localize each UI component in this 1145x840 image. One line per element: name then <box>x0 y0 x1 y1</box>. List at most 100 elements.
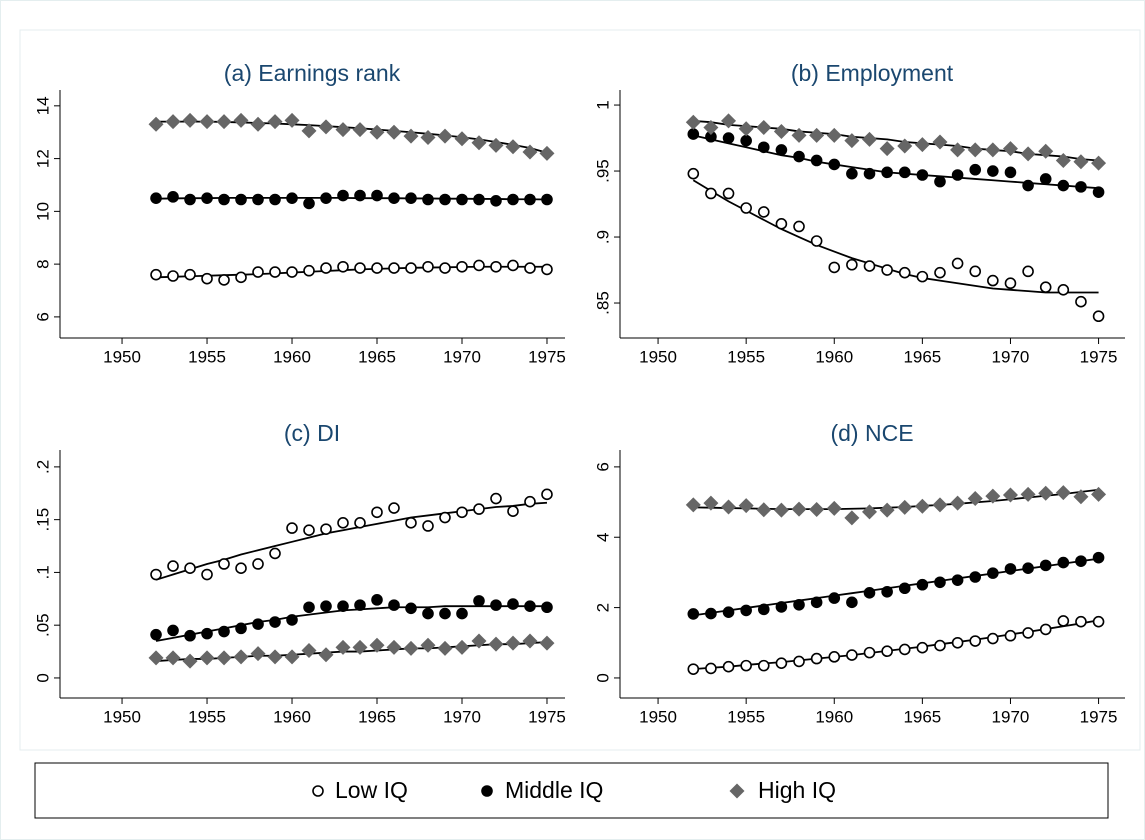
point <box>218 625 230 638</box>
point <box>1039 281 1052 293</box>
point <box>420 637 436 653</box>
point <box>165 114 181 130</box>
point <box>386 124 402 140</box>
point <box>167 191 179 203</box>
point <box>201 568 213 581</box>
point <box>286 522 298 534</box>
point <box>507 598 519 610</box>
point <box>182 653 198 669</box>
point <box>1075 555 1087 567</box>
point <box>809 501 825 517</box>
point <box>471 135 487 151</box>
y-tick-label: .2 <box>33 460 52 474</box>
point <box>793 598 805 611</box>
point <box>454 639 470 655</box>
point <box>810 652 823 665</box>
point <box>846 596 858 609</box>
point <box>1004 277 1017 290</box>
x-tick-label: 1975 <box>528 707 566 726</box>
point <box>934 639 946 652</box>
point <box>303 264 315 277</box>
point <box>337 260 349 273</box>
point <box>1002 141 1018 157</box>
point <box>863 587 876 599</box>
point <box>881 264 893 276</box>
point <box>337 517 349 529</box>
point <box>284 112 300 128</box>
point <box>705 607 717 620</box>
point <box>252 266 264 278</box>
point <box>473 595 485 607</box>
point <box>403 128 419 144</box>
point <box>337 189 349 202</box>
point <box>1039 623 1052 636</box>
x-tick-label: 1965 <box>358 707 396 726</box>
x-tick-label: 1975 <box>1080 707 1118 726</box>
point <box>1092 310 1105 323</box>
point <box>439 511 451 524</box>
x-tick-label: 1975 <box>1080 347 1118 366</box>
legend-marker <box>729 783 745 799</box>
point <box>1004 629 1017 642</box>
point <box>809 127 825 143</box>
point <box>456 607 468 620</box>
point <box>1092 186 1105 198</box>
point <box>810 235 823 247</box>
point <box>740 202 752 214</box>
point <box>740 659 752 672</box>
x-tick-label: 1970 <box>443 347 481 366</box>
point <box>740 604 752 617</box>
point <box>1004 166 1017 179</box>
y-tick-label: .15 <box>33 508 52 532</box>
point <box>488 137 504 153</box>
point <box>950 495 966 511</box>
point <box>524 600 536 612</box>
point <box>320 192 332 204</box>
point <box>705 662 717 675</box>
point <box>1055 152 1071 168</box>
point <box>828 592 841 604</box>
point <box>775 218 788 230</box>
point <box>456 193 468 206</box>
point <box>218 193 230 206</box>
point <box>354 189 366 202</box>
point <box>303 524 315 537</box>
y-tick-label: 14 <box>33 96 52 115</box>
y-tick-label: 0 <box>33 673 52 682</box>
point <box>969 265 982 278</box>
y-tick-label: 10 <box>33 202 52 221</box>
point <box>740 134 752 147</box>
point <box>722 606 735 618</box>
point <box>269 193 281 206</box>
point <box>250 646 266 662</box>
point <box>335 122 351 138</box>
y-tick-label: .1 <box>33 565 52 579</box>
point <box>685 114 701 130</box>
point <box>388 262 400 274</box>
point <box>354 599 366 611</box>
point <box>286 192 298 204</box>
point <box>150 192 162 204</box>
point <box>269 266 281 278</box>
point <box>705 187 717 200</box>
point <box>318 119 334 135</box>
y-tick-label: .85 <box>593 291 612 315</box>
point <box>898 643 911 656</box>
panel-title: (d) NCE <box>830 420 913 446</box>
point <box>810 596 823 609</box>
point <box>165 650 181 666</box>
point <box>1057 615 1070 627</box>
point <box>1055 485 1071 501</box>
point <box>775 601 788 613</box>
point <box>301 643 317 659</box>
point <box>985 488 1001 504</box>
point <box>793 655 805 668</box>
point <box>738 121 754 137</box>
point <box>1075 615 1087 628</box>
point <box>405 517 417 529</box>
point <box>148 650 164 666</box>
panel-title: (a) Earnings rank <box>224 60 401 86</box>
point <box>354 262 366 274</box>
